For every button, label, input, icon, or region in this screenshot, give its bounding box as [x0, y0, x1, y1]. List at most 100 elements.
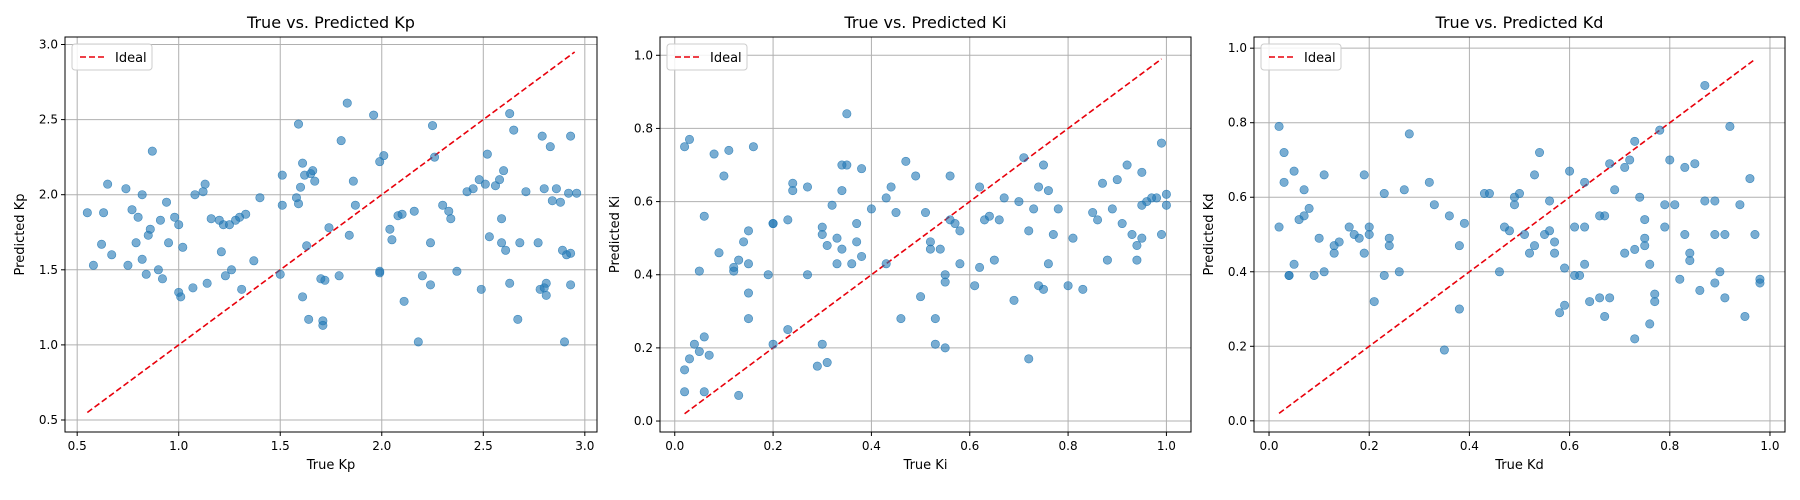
data-point	[344, 230, 354, 240]
x-tick-label: 0.6	[960, 439, 979, 453]
x-tick-label: 0.8	[1059, 439, 1078, 453]
data-point	[916, 292, 926, 302]
data-point	[724, 145, 734, 155]
data-point	[896, 314, 906, 324]
data-point	[955, 226, 965, 236]
data-point	[1535, 148, 1545, 158]
data-point	[1580, 177, 1590, 187]
data-point	[1745, 174, 1755, 184]
data-point	[277, 170, 287, 180]
data-point	[847, 259, 857, 269]
data-point	[930, 339, 940, 349]
data-point	[1314, 233, 1324, 243]
data-point	[1555, 308, 1565, 318]
data-point	[1384, 241, 1394, 251]
x-tick-label: 0.0	[1259, 439, 1278, 453]
data-point	[802, 270, 812, 280]
data-point	[1112, 175, 1122, 185]
data-point	[497, 214, 507, 224]
x-tick-label: 0.8	[1660, 439, 1679, 453]
data-point	[1274, 121, 1284, 131]
data-point	[763, 270, 773, 280]
data-point	[857, 251, 867, 261]
legend-label: Ideal	[1304, 51, 1336, 66]
data-point	[298, 158, 308, 168]
data-point	[694, 266, 704, 276]
data-point	[694, 347, 704, 357]
data-point	[1284, 270, 1294, 280]
data-point	[572, 188, 582, 198]
data-point	[1319, 267, 1329, 277]
data-point	[1063, 281, 1073, 291]
data-point	[1630, 334, 1640, 344]
y-axis-label: Predicted Kp	[13, 194, 28, 276]
data-point	[837, 244, 847, 254]
data-point	[237, 284, 247, 294]
data-point	[369, 110, 379, 120]
data-point	[482, 149, 492, 159]
ideal-line	[684, 58, 1162, 415]
data-point	[1289, 259, 1299, 269]
y-tick-label: 2.5	[39, 113, 58, 127]
data-point	[812, 361, 822, 371]
data-point	[852, 219, 862, 229]
chart-title: True vs. Predicted Kd	[1435, 13, 1604, 32]
data-point	[1635, 192, 1645, 202]
data-point	[1157, 230, 1167, 240]
data-point	[1289, 166, 1299, 176]
data-point	[1720, 230, 1730, 240]
axes-frame	[1253, 36, 1786, 433]
data-point	[334, 271, 344, 281]
data-point	[137, 254, 147, 264]
data-point	[925, 244, 935, 254]
data-point	[318, 320, 328, 330]
data-point	[1655, 125, 1665, 135]
data-point	[164, 238, 174, 248]
data-point	[1580, 259, 1590, 269]
data-point	[1439, 345, 1449, 355]
data-point	[1700, 196, 1710, 206]
data-point	[857, 164, 867, 174]
data-point	[1710, 278, 1720, 288]
data-point	[1545, 226, 1555, 236]
x-tick-label: 0.4	[1460, 439, 1479, 453]
data-point	[1354, 233, 1364, 243]
data-point	[689, 339, 699, 349]
data-point	[1319, 170, 1329, 180]
data-point	[547, 196, 557, 206]
data-point	[1024, 226, 1034, 236]
x-tick-label: 1.0	[1157, 439, 1176, 453]
data-point	[107, 250, 117, 260]
data-point	[743, 259, 753, 269]
data-point	[1720, 293, 1730, 303]
data-point	[155, 215, 165, 225]
data-point	[1605, 293, 1615, 303]
y-tick-label: 0.2	[634, 341, 653, 355]
data-point	[1137, 167, 1147, 177]
legend-label: Ideal	[710, 51, 742, 66]
data-point	[935, 244, 945, 254]
data-point	[911, 171, 921, 181]
data-point	[680, 365, 690, 375]
x-tick-label: 0.0	[665, 439, 684, 453]
data-point	[566, 280, 576, 290]
data-point	[397, 209, 407, 219]
data-point	[304, 314, 314, 324]
data-point	[1117, 219, 1127, 229]
data-point	[220, 271, 230, 281]
ideal-line	[86, 51, 576, 414]
data-point	[1299, 185, 1309, 195]
data-point	[178, 242, 188, 252]
data-point	[127, 205, 137, 215]
data-point	[1685, 248, 1695, 258]
data-point	[474, 175, 484, 185]
data-point	[1585, 297, 1595, 307]
y-tick-label: 0.0	[1228, 414, 1247, 428]
data-point	[1039, 284, 1049, 294]
data-point	[103, 179, 113, 189]
data-point	[1494, 267, 1504, 277]
x-tick-label: 2.0	[372, 439, 391, 453]
data-point	[1645, 259, 1655, 269]
data-point	[1645, 319, 1655, 329]
data-point	[452, 266, 462, 276]
